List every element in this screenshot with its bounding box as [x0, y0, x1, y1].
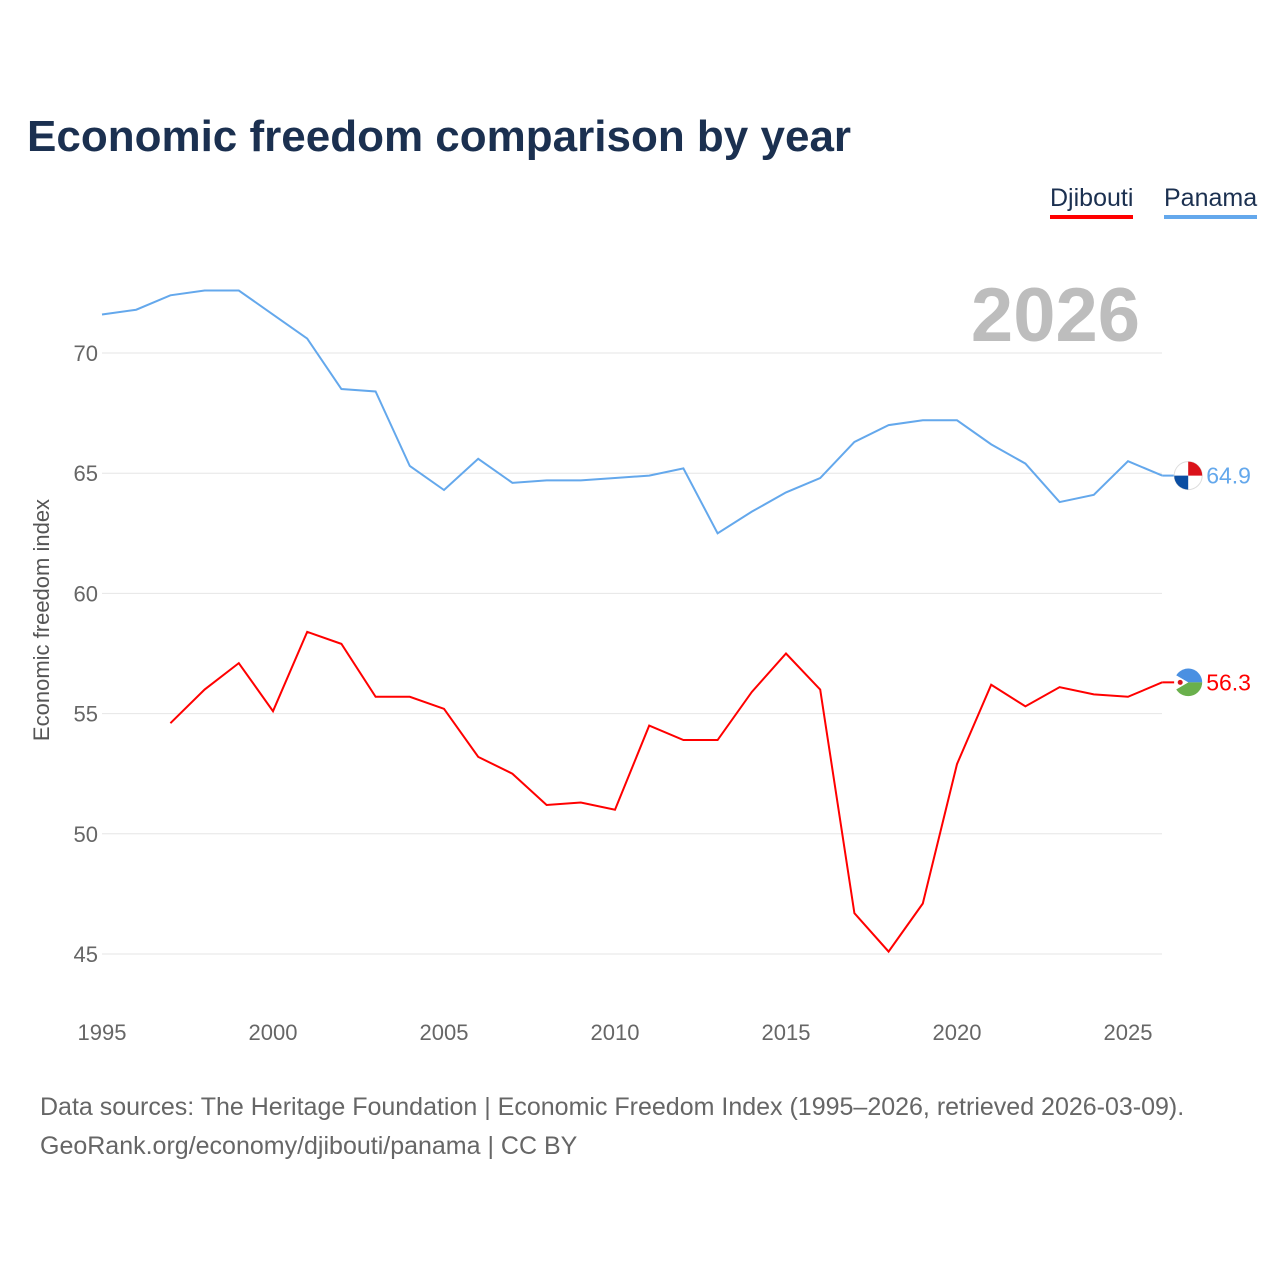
legend-panama[interactable]: Panama [1164, 184, 1258, 219]
source-line-2: GeoRank.org/economy/djibouti/panama | CC… [40, 1132, 578, 1160]
flag-blue [1174, 475, 1189, 490]
chart-title: Economic freedom comparison by year [27, 112, 852, 161]
y-tick-label: 60 [74, 581, 98, 606]
x-tick-label: 2005 [420, 1020, 469, 1045]
flag-icon-panama [1173, 461, 1203, 491]
y-axis-label: Economic freedom index [29, 498, 54, 742]
source-line-1: Data sources: The Heritage Foundation | … [40, 1093, 1185, 1121]
y-tick-label: 55 [74, 702, 98, 727]
year-display: 2026 [970, 273, 1140, 358]
x-tick-label: 2015 [762, 1020, 811, 1045]
end-value-label-djibouti: 56.3 [1206, 669, 1251, 695]
flag-icon-djibouti [1174, 668, 1203, 697]
x-tick-label: 2000 [249, 1020, 298, 1045]
series-line-djibouti [169, 630, 1163, 954]
series-line-panama [101, 289, 1163, 535]
legend-djibouti[interactable]: Djibouti [1050, 184, 1134, 219]
y-tick-label: 65 [74, 461, 98, 486]
source-note: Data sources: The Heritage Foundation | … [40, 1088, 1184, 1166]
flag-blue [1176, 668, 1203, 683]
x-tick-label: 2020 [933, 1020, 982, 1045]
y-tick-label: 70 [74, 341, 98, 366]
x-tick-label: 2025 [1104, 1020, 1153, 1045]
y-tick-label: 45 [74, 942, 98, 967]
flag-star [1177, 679, 1183, 685]
x-tick-label: 1995 [78, 1020, 127, 1045]
flag-green [1176, 682, 1203, 697]
end-value-label-panama: 64.9 [1206, 463, 1251, 489]
flag-red [1188, 461, 1203, 476]
x-tick-label: 2010 [591, 1020, 640, 1045]
y-tick-label: 50 [74, 822, 98, 847]
